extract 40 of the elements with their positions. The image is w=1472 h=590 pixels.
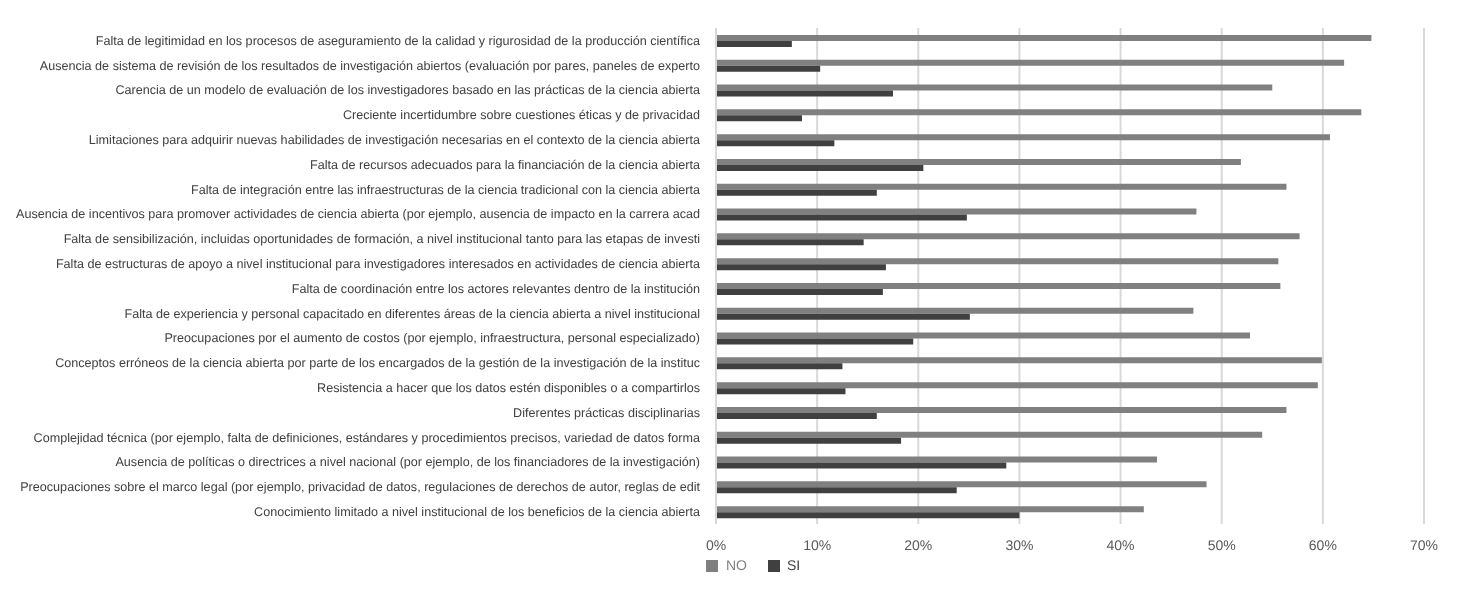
bar [716, 332, 1251, 339]
bar [716, 189, 877, 196]
bar [716, 338, 914, 345]
bar [716, 363, 843, 370]
bar [716, 65, 821, 72]
bar [716, 158, 1241, 165]
bar [716, 84, 1273, 91]
bar [716, 115, 802, 122]
bar [716, 382, 1318, 389]
bar [716, 134, 1330, 141]
bar [716, 313, 970, 320]
bar [716, 164, 924, 171]
bar [716, 140, 835, 147]
bar [716, 506, 1144, 513]
bar [716, 481, 1207, 488]
bar [716, 307, 1194, 314]
bar [716, 90, 893, 97]
bar [716, 109, 1362, 116]
bar [716, 59, 1345, 66]
bar [716, 264, 886, 271]
bar [716, 456, 1157, 463]
bar [716, 34, 1372, 41]
bar [716, 233, 1300, 240]
bar [716, 412, 877, 419]
bar [716, 183, 1287, 190]
bar [716, 406, 1287, 413]
bar [716, 239, 864, 246]
bar [716, 258, 1279, 265]
bar [716, 462, 1007, 469]
bar [716, 214, 967, 221]
bar [716, 357, 1322, 364]
bar [716, 431, 1263, 438]
bar [716, 437, 902, 444]
bar [716, 512, 1020, 519]
bar [716, 208, 1197, 215]
bar [716, 282, 1281, 289]
bar [716, 40, 792, 47]
bar [716, 487, 957, 494]
bar [716, 388, 846, 395]
bar [716, 288, 883, 295]
